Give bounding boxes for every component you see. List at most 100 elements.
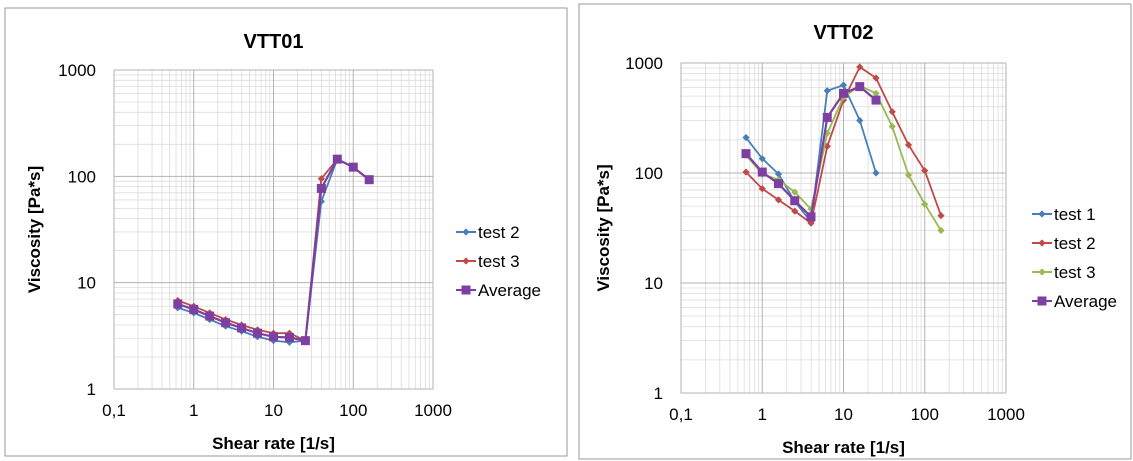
legend-item: test 1: [1032, 205, 1096, 224]
legend-label: test 1: [1054, 205, 1096, 224]
data-point: [856, 116, 864, 125]
data-point: [316, 183, 326, 193]
legend-item: Average: [1032, 292, 1117, 311]
y-tick-label: 100: [635, 164, 663, 183]
legend-item: test 3: [1032, 263, 1096, 282]
data-point: [790, 196, 800, 206]
data-point: [269, 332, 278, 342]
data-point: [742, 133, 750, 142]
data-point: [872, 169, 880, 177]
data-point: [839, 88, 848, 98]
data-point: [364, 175, 374, 185]
data-point: [791, 207, 799, 215]
data-point: [774, 179, 784, 189]
x-tick-label: 100: [911, 405, 939, 424]
data-point: [758, 155, 766, 163]
legend-label: Average: [478, 281, 541, 300]
data-point: [757, 167, 767, 177]
data-point: [317, 175, 325, 183]
series-average: [173, 154, 374, 346]
x-tick-label: 10: [264, 401, 283, 420]
x-tick-label: 1000: [414, 401, 452, 420]
x-tick-label: 100: [339, 401, 367, 420]
data-point: [904, 141, 913, 149]
data-point: [741, 149, 751, 159]
legend-item: test 2: [456, 223, 520, 242]
data-point: [284, 333, 294, 343]
legend-label: test 3: [478, 252, 520, 271]
x-tick-label: 0,1: [102, 401, 126, 420]
legend-marker: [1038, 268, 1046, 276]
data-point: [300, 336, 310, 346]
data-point: [758, 185, 766, 193]
data-point: [173, 299, 183, 309]
legend-item: test 2: [1032, 234, 1096, 253]
chart-vtt01: 0,1 1 10 100 1000 1 10 100 1000 VTT01 Shear rate […: [4, 7, 568, 457]
x-axis-title: Shear rate [1/s]: [782, 438, 905, 457]
data-point: [937, 211, 945, 220]
x-axis-title: Shear rate [1/s]: [212, 434, 335, 453]
chart-panel-vtt01: 0,1 1 10 100 1000 1 10 100 1000 VTT01 Shear rate […: [4, 7, 568, 457]
chart-border: [4, 7, 568, 457]
x-tick-label: 0,1: [669, 405, 693, 424]
data-point: [774, 196, 783, 204]
data-point: [856, 63, 864, 71]
legend-item: Average: [456, 281, 541, 300]
legend-item: test 3: [456, 252, 520, 271]
y-tick-label: 100: [68, 167, 96, 186]
data-point: [253, 328, 263, 338]
chart-panel-vtt02: 0,1 1 10 100 1000 1 10 100 1000 VTT02 Shear rate […: [577, 0, 1133, 461]
y-tick-label: 1000: [625, 54, 663, 73]
data-point: [872, 89, 880, 97]
legend-marker: [461, 285, 471, 295]
grid: [680, 62, 1007, 394]
data-point: [806, 212, 816, 222]
data-point: [937, 226, 945, 235]
data-point: [205, 311, 215, 321]
data-point: [189, 304, 199, 314]
y-tick-label: 1: [87, 380, 96, 399]
x-tick-label: 1: [189, 401, 198, 420]
data-point: [921, 167, 929, 175]
data-point: [774, 170, 783, 178]
y-axis-title: Viscosity [Pa*s]: [25, 166, 44, 293]
data-point: [742, 168, 750, 176]
legend-marker: [1038, 210, 1046, 218]
x-tick-label: 1: [758, 405, 767, 424]
chart-border: [578, 3, 1132, 460]
data-point: [348, 162, 358, 172]
data-point: [888, 122, 896, 131]
data-point: [888, 108, 896, 116]
legend-marker: [462, 257, 470, 265]
x-tick-label: 10: [834, 405, 853, 424]
data-point: [855, 82, 865, 92]
y-tick-label: 1: [654, 384, 663, 403]
chart-title: VTT02: [813, 22, 873, 44]
legend-label: test 3: [1054, 263, 1096, 282]
legend-label: Average: [1054, 292, 1117, 311]
data-point: [791, 188, 799, 196]
series-average: [741, 82, 881, 222]
y-tick-label: 1000: [58, 61, 96, 80]
x-tick-label: 1000: [987, 405, 1025, 424]
data-point: [872, 74, 880, 82]
y-tick-label: 10: [77, 274, 96, 293]
legend-marker: [1037, 296, 1047, 306]
chart-vtt02: 0,1 1 10 100 1000 1 10 100 1000 VTT02 Shear rate […: [578, 3, 1132, 460]
data-point: [921, 200, 929, 208]
legend-label: test 2: [478, 223, 520, 242]
data-point: [823, 87, 831, 95]
data-point: [221, 318, 231, 328]
data-point: [871, 95, 881, 105]
y-tick-label: 10: [644, 274, 663, 293]
y-axis-title: Viscosity [Pa*s]: [594, 164, 613, 291]
legend-marker: [462, 228, 470, 236]
data-point: [237, 323, 247, 333]
data-point: [822, 112, 832, 122]
data-point: [332, 154, 342, 164]
data-point: [904, 171, 913, 179]
data-point: [839, 81, 848, 89]
legend-label: test 2: [1054, 234, 1096, 253]
chart-title: VTT01: [243, 31, 303, 53]
legend-marker: [1038, 239, 1046, 247]
